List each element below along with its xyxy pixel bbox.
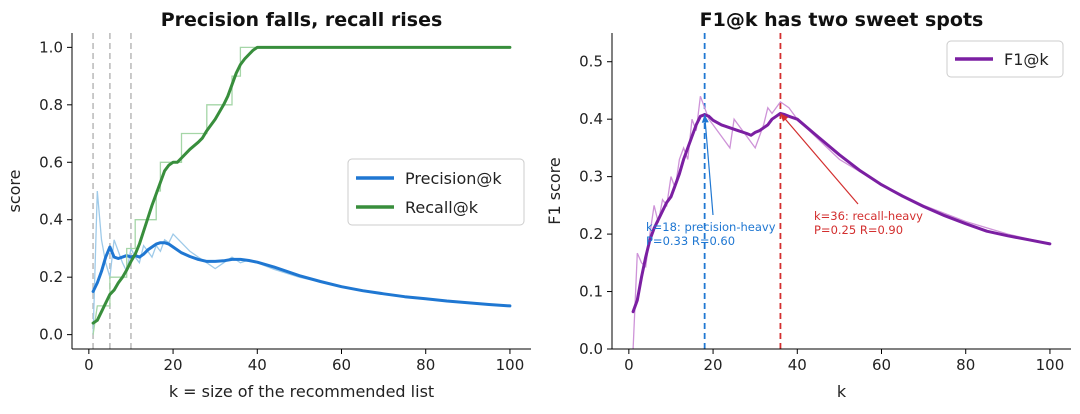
y-tick-label: 0.6 (39, 153, 63, 171)
x-tick-label: 20 (164, 356, 183, 374)
x-tick-label: 100 (496, 356, 525, 374)
annotation-line: k=36: recall-heavy (814, 209, 923, 223)
annotation-line: k=18: precision-heavy (646, 220, 776, 234)
y-tick-label: 1.0 (39, 38, 63, 56)
y-tick-label: 0.1 (579, 283, 603, 301)
x-tick-label: 60 (872, 356, 891, 374)
x-tick-label: 0 (624, 356, 634, 374)
annotation-arrowhead (701, 114, 709, 123)
x-tick-label: 20 (704, 356, 723, 374)
chart-title: Precision falls, recall rises (161, 9, 443, 31)
legend-box (946, 40, 1064, 78)
series-line (91, 45, 512, 325)
x-tick-label: 80 (416, 356, 435, 374)
y-axis-label: score (5, 170, 24, 213)
y-axis-label: F1 score (545, 157, 564, 224)
x-tick-label: 40 (788, 356, 807, 374)
f1-panel: 0 20 40 60 80 100 0.0 0.1 0.2 0.3 0.4 0.5 F1@k has t… (545, 9, 1071, 401)
y-tick-label: 0.0 (39, 326, 63, 344)
y-tick-label: 0.0 (579, 340, 603, 358)
x-axis-label: k (837, 382, 847, 401)
precision-recall-panel: 0 20 40 60 80 100 0.0 0.2 0.4 0.6 0.8 1.0 Precision … (5, 9, 531, 401)
annotation-arrowhead (780, 113, 789, 122)
series-line (631, 111, 1052, 314)
annotation-arrow (779, 113, 859, 205)
x-tick-label: 40 (248, 356, 267, 374)
annotation-line: P=0.33 R=0.60 (646, 234, 735, 248)
y-tick-label: 0.4 (39, 211, 63, 229)
chart-title: F1@k has two sweet spots (700, 9, 984, 31)
annotation-text: k=36: recall-heavy P=0.25 R=0.90 (814, 209, 923, 237)
series-line (91, 241, 512, 308)
x-tick-label: 0 (84, 356, 94, 374)
x-tick-label: 80 (956, 356, 975, 374)
y-tick-label: 0.3 (579, 168, 603, 186)
legend-label: Precision@k (405, 169, 502, 188)
y-tick-label: 0.2 (579, 225, 603, 243)
y-tick-label: 0.4 (579, 110, 603, 128)
x-tick-label: 60 (332, 356, 351, 374)
x-axis-label: k = size of the recommended list (169, 382, 434, 401)
x-tick-label: 100 (1036, 356, 1065, 374)
y-tick-label: 0.5 (579, 53, 603, 71)
legend-label: Recall@k (405, 198, 479, 217)
annotation-arrow (704, 114, 714, 216)
y-tick-label: 0.8 (39, 96, 63, 114)
annotation-text: k=18: precision-heavy P=0.33 R=0.60 (646, 220, 776, 248)
y-tick-label: 0.2 (39, 268, 63, 286)
legend-label: F1@k (1004, 50, 1049, 69)
annotation-line: P=0.25 R=0.90 (814, 223, 903, 237)
